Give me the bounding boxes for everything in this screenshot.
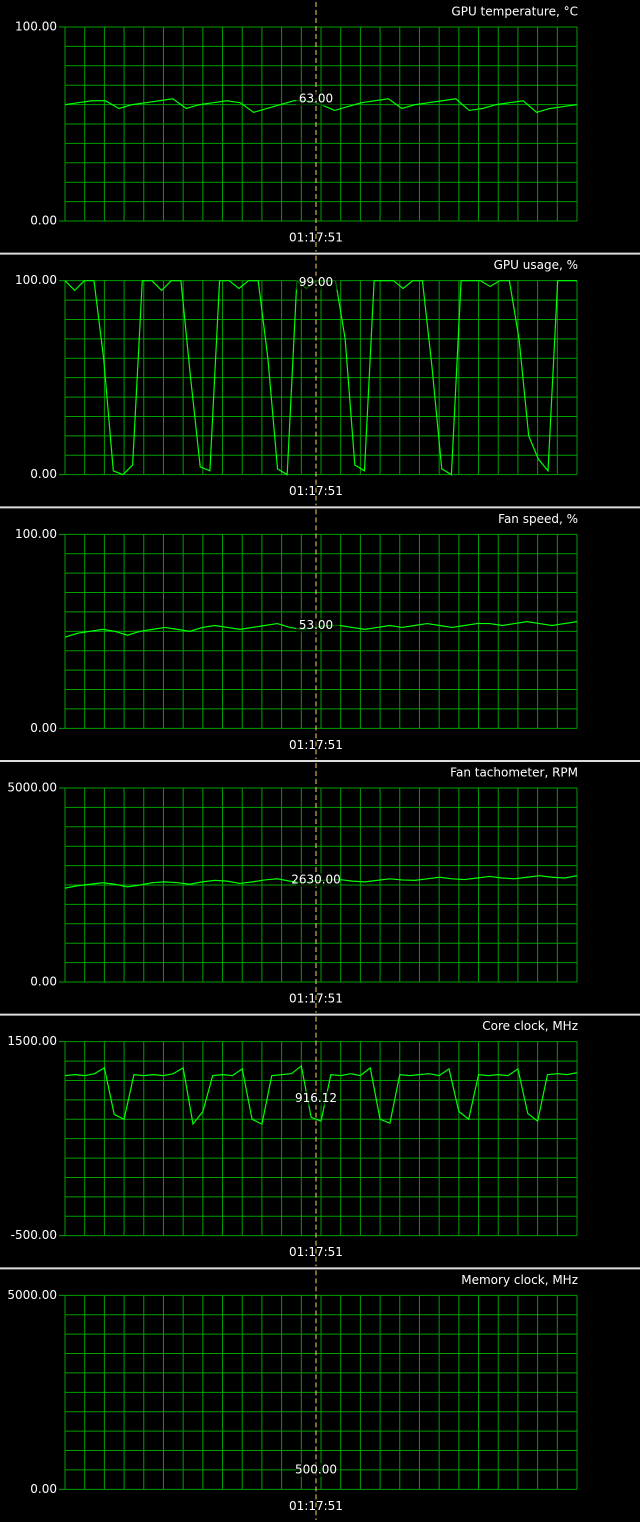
cursor-value-bg bbox=[296, 618, 340, 633]
time-label: 01:17:51 bbox=[289, 738, 343, 752]
cursor-value: 99.00 bbox=[299, 275, 333, 289]
panel-title: Memory clock, MHz bbox=[461, 1273, 578, 1287]
panel-title: Core clock, MHz bbox=[482, 1019, 578, 1033]
y-tick-label: 100.00 bbox=[15, 273, 57, 287]
y-tick-label: 100.00 bbox=[15, 20, 57, 34]
cursor-value: 500.00 bbox=[295, 1462, 337, 1476]
cursor-value-bg bbox=[296, 275, 340, 290]
cursor-value: 916.12 bbox=[295, 1091, 337, 1105]
y-tick-label: 5000.00 bbox=[7, 781, 57, 795]
y-tick-label: 5000.00 bbox=[7, 1288, 57, 1302]
panel-title: GPU temperature, °C bbox=[451, 5, 578, 19]
time-label: 01:17:51 bbox=[289, 484, 343, 498]
cursor-value: 2630.00 bbox=[291, 872, 341, 886]
cursor-value-bg bbox=[296, 1462, 340, 1477]
cursor-value: 53.00 bbox=[299, 618, 333, 632]
panel-title: Fan tachometer, RPM bbox=[450, 766, 578, 780]
panel-title: GPU usage, % bbox=[494, 258, 578, 272]
y-tick-label: -500.00 bbox=[11, 1228, 57, 1242]
y-tick-label: 1500.00 bbox=[7, 1034, 57, 1048]
cursor-value: 63.00 bbox=[299, 91, 333, 105]
cursor-value-bg bbox=[296, 91, 340, 106]
y-tick-label: 0.00 bbox=[30, 975, 57, 989]
y-tick-label: 0.00 bbox=[30, 721, 57, 735]
y-tick-label: 0.00 bbox=[30, 1482, 57, 1496]
cursor-value-bg bbox=[296, 1091, 340, 1106]
data-line bbox=[64, 1064, 578, 1126]
time-label: 01:17:51 bbox=[289, 231, 343, 245]
time-label: 01:17:51 bbox=[289, 1245, 343, 1259]
time-label: 01:17:51 bbox=[289, 1499, 343, 1513]
cursor-value-bg bbox=[296, 872, 340, 887]
time-label: 01:17:51 bbox=[289, 992, 343, 1006]
y-tick-label: 100.00 bbox=[15, 527, 57, 541]
y-tick-label: 0.00 bbox=[30, 467, 57, 481]
panel-title: Fan speed, % bbox=[498, 512, 578, 526]
y-tick-label: 0.00 bbox=[30, 214, 57, 228]
